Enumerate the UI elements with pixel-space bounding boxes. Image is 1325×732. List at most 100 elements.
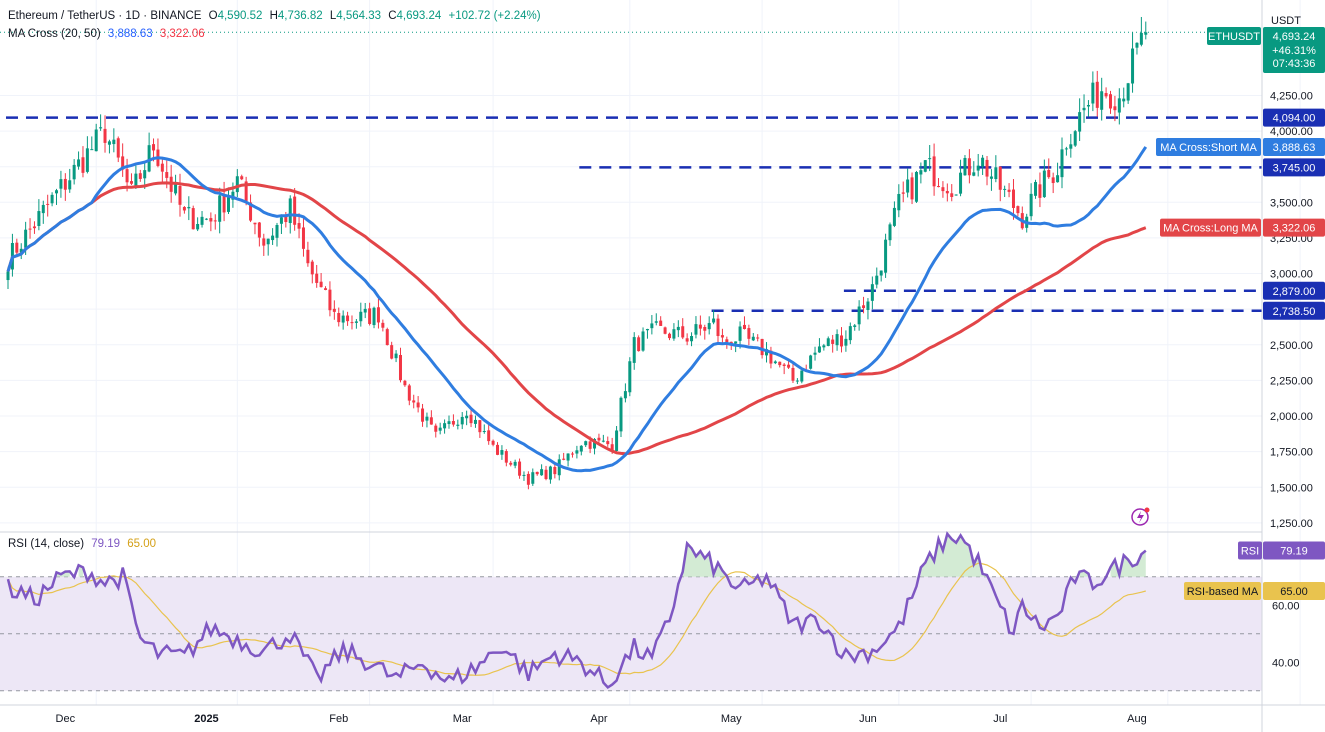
candle-body bbox=[50, 194, 54, 204]
candle-body bbox=[209, 218, 213, 222]
candle-body bbox=[601, 440, 605, 442]
candle-body bbox=[981, 157, 985, 167]
candle-body bbox=[1038, 184, 1042, 198]
candle-body bbox=[434, 425, 438, 432]
change-value: +102.72 (+2.24%) bbox=[448, 10, 541, 22]
price-tick-label: 3,000.00 bbox=[1270, 269, 1313, 281]
candle-body bbox=[231, 191, 235, 200]
candle-body bbox=[540, 469, 544, 476]
candle-body bbox=[200, 216, 204, 225]
candle-body bbox=[460, 416, 464, 425]
moving-averages bbox=[6, 146, 1148, 473]
candle-body bbox=[469, 414, 473, 424]
candle-body bbox=[1029, 193, 1033, 217]
candle-body bbox=[857, 306, 861, 325]
rsi-legend: RSI (14, close) 79.19 65.00 bbox=[8, 538, 160, 550]
candle-body bbox=[478, 420, 482, 433]
candle-body bbox=[385, 329, 389, 346]
level-tag: 4,094.00 bbox=[1273, 113, 1316, 125]
event-icon bbox=[1131, 508, 1149, 526]
candle-body bbox=[1144, 32, 1148, 35]
candle-body bbox=[32, 226, 36, 229]
candle-body bbox=[985, 159, 989, 177]
close-value: 4,693.24 bbox=[396, 10, 442, 22]
candle-body bbox=[553, 466, 557, 475]
candle-body bbox=[791, 367, 795, 381]
candle-body bbox=[412, 400, 416, 403]
candle-body bbox=[694, 324, 698, 335]
ma-title: MA Cross (20, 50) bbox=[8, 28, 101, 40]
candle-body bbox=[950, 193, 954, 197]
long-ma-name-tag-box bbox=[1160, 218, 1261, 237]
candle-body bbox=[906, 179, 910, 193]
candle-body bbox=[68, 180, 72, 190]
rsi-tick-label: 60.00 bbox=[1272, 600, 1300, 612]
candle-body bbox=[121, 156, 125, 170]
candle-body bbox=[429, 417, 433, 425]
time-axis-label: Aug bbox=[1127, 713, 1147, 725]
candle-body bbox=[72, 164, 76, 180]
candle-body bbox=[1113, 106, 1117, 111]
short-ma-value-tag-box bbox=[1263, 137, 1325, 156]
candle-body bbox=[1086, 104, 1090, 107]
candle-body bbox=[932, 156, 936, 187]
candle-body bbox=[390, 345, 394, 359]
candle-body bbox=[654, 321, 658, 323]
short-ma-name-tag: MA Cross:Short MA bbox=[1160, 142, 1257, 154]
candle-body bbox=[623, 391, 627, 399]
candle-body bbox=[998, 166, 1002, 190]
candle-body bbox=[147, 145, 151, 172]
price-tick-label: 2,250.00 bbox=[1270, 375, 1313, 387]
candle-body bbox=[235, 176, 239, 193]
candle-body bbox=[77, 159, 81, 167]
candle-body bbox=[116, 138, 120, 158]
candle-body bbox=[271, 235, 275, 241]
candle-body bbox=[712, 318, 716, 323]
candle-body bbox=[160, 163, 164, 172]
price-tags: 4,094.00 3,745.00 2,879.00 2,738.50 ETHUSDT 4… bbox=[1131, 27, 1325, 600]
candle-body bbox=[862, 305, 866, 309]
candle-body bbox=[438, 427, 442, 431]
candle-body bbox=[1069, 144, 1073, 149]
rsi-value-tag: 79.19 bbox=[1280, 546, 1308, 558]
candle-body bbox=[297, 223, 301, 229]
candle-body bbox=[937, 186, 941, 188]
candle-body bbox=[152, 144, 156, 151]
candle-body bbox=[954, 194, 958, 196]
candle-body bbox=[769, 350, 773, 364]
time-axis-label: May bbox=[721, 713, 742, 725]
candle-body bbox=[94, 129, 98, 152]
candle-body bbox=[535, 471, 539, 475]
last-price-box bbox=[1263, 27, 1325, 73]
candle-body bbox=[112, 139, 116, 145]
candle-body bbox=[1073, 131, 1077, 146]
candle-body bbox=[174, 184, 178, 194]
candle-body bbox=[1034, 181, 1038, 196]
open-label: O bbox=[208, 10, 218, 22]
candle-body bbox=[99, 127, 103, 129]
last-price-value: 4,693.24 bbox=[1273, 31, 1316, 43]
candle-body bbox=[914, 172, 918, 202]
candle-body bbox=[332, 308, 336, 312]
candle-body bbox=[734, 341, 738, 344]
price-tick-label: 3,500.00 bbox=[1270, 197, 1313, 209]
candle-body bbox=[500, 450, 504, 455]
candle-body bbox=[103, 128, 107, 143]
candle-body bbox=[1011, 189, 1015, 208]
candle-body bbox=[518, 461, 522, 476]
candle-body bbox=[826, 338, 830, 346]
price-tick-label: 2,000.00 bbox=[1270, 411, 1313, 423]
candlestick-series bbox=[6, 16, 1148, 490]
candle-body bbox=[301, 227, 305, 249]
candle-body bbox=[544, 469, 548, 480]
candle-body bbox=[182, 207, 186, 211]
candle-body bbox=[257, 222, 261, 238]
candle-body bbox=[619, 397, 623, 432]
candle-body bbox=[227, 197, 230, 212]
candle-body bbox=[138, 173, 142, 179]
level-tag-box bbox=[1263, 158, 1325, 177]
candle-body bbox=[848, 326, 852, 341]
candle-body bbox=[773, 361, 777, 364]
candle-body bbox=[1056, 175, 1060, 183]
